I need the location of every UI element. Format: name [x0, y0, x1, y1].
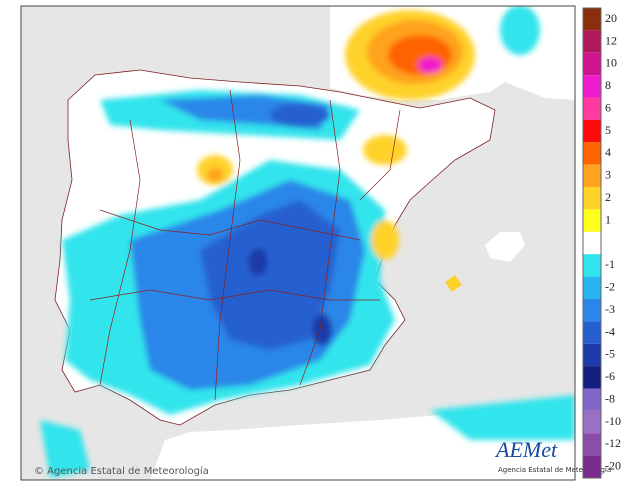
legend-label: 2 [605, 190, 611, 204]
legend-swatch [583, 433, 601, 456]
legend-swatch [583, 75, 601, 98]
legend-label: -12 [605, 436, 621, 450]
legend-label: 5 [605, 123, 611, 137]
logo: AEMet [494, 437, 558, 462]
legend-swatch [583, 366, 601, 389]
legend-label: -4 [605, 324, 615, 338]
legend-label: -20 [605, 459, 621, 473]
legend-label: -6 [605, 369, 615, 383]
legend-label: 1 [605, 212, 611, 226]
legend-label: -2 [605, 280, 615, 294]
legend-frame [582, 7, 602, 479]
legend: 20 12 10 8 6 5 4 3 2 1 -1 -2 -3 -4 -5 -6 -8 -10 -12 -20 [582, 7, 621, 479]
legend-label: 12 [605, 33, 617, 47]
legend-swatch [583, 119, 601, 143]
legend-label: 3 [605, 168, 611, 182]
map-frame [20, 5, 576, 481]
legend-label: 6 [605, 100, 611, 114]
legend-swatch [583, 298, 601, 322]
legend-label: -8 [605, 391, 615, 405]
legend-swatch [583, 388, 601, 411]
credit: © Agencia Estatal de Meteorología [34, 465, 209, 477]
legend-swatch [583, 97, 601, 120]
legend-swatch [583, 343, 601, 367]
legend-swatch [583, 254, 601, 277]
legend-swatch [583, 321, 601, 344]
legend-label: -5 [605, 347, 615, 361]
borders [89, 89, 401, 401]
legend-label: -10 [605, 414, 621, 428]
legend-swatch [583, 8, 601, 31]
legend-swatch [583, 276, 601, 299]
map [21, 6, 575, 480]
legend-label: -3 [605, 302, 615, 316]
legend-swatch [583, 30, 601, 53]
legend-label: 10 [605, 56, 617, 70]
legend-swatch [583, 142, 601, 165]
logo-subtitle: Agencia Estatal de Meteorología [498, 466, 611, 474]
legend-swatch [583, 164, 601, 188]
legend-label: 20 [605, 11, 617, 25]
legend-swatch [583, 410, 601, 434]
legend-swatch [583, 52, 601, 76]
legend-label: 8 [605, 78, 611, 92]
legend-swatch [583, 455, 601, 478]
legend-swatch [583, 187, 601, 210]
legend-label: 4 [605, 145, 611, 159]
ibiza [445, 275, 462, 292]
legend-label: -1 [605, 257, 615, 271]
mallorca [485, 232, 525, 262]
legend-swatch [583, 209, 601, 232]
